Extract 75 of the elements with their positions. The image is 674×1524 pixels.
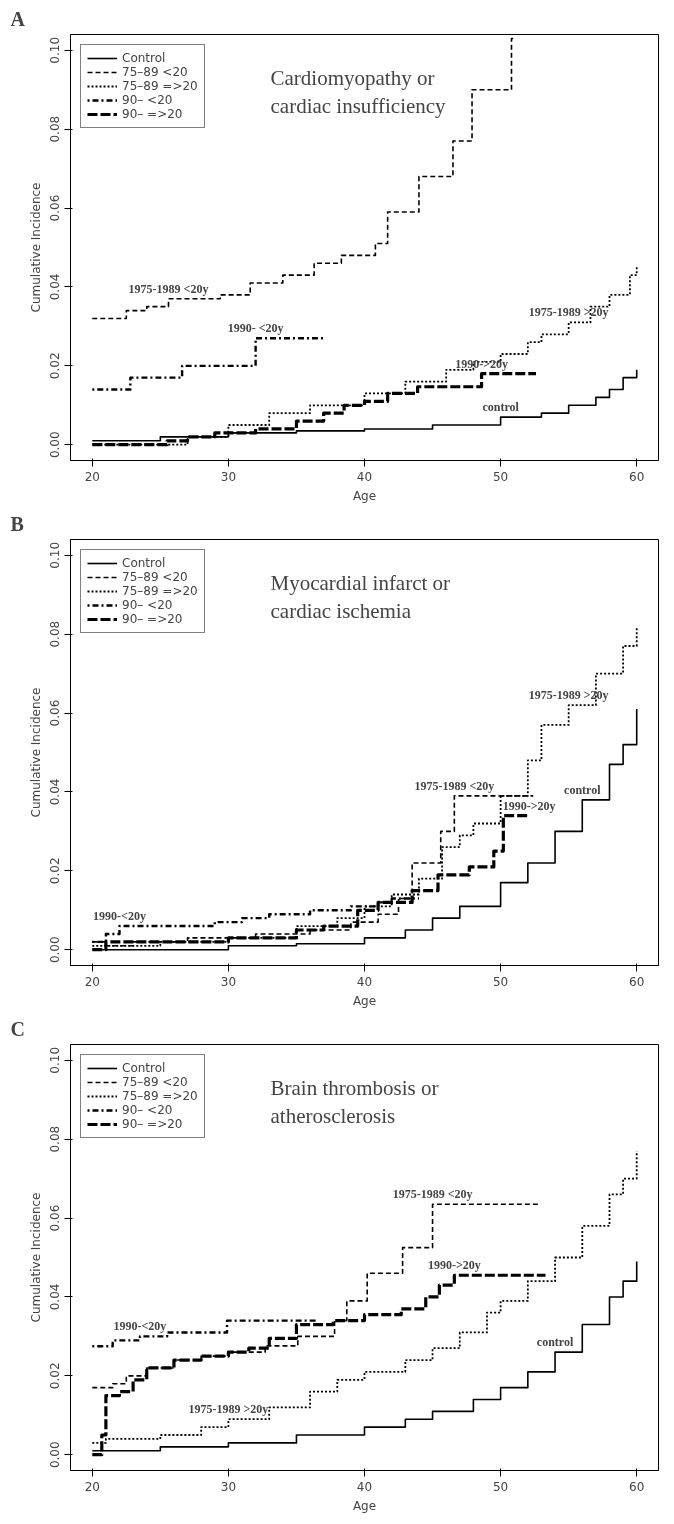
x-axis-title: Age [352, 488, 377, 503]
y-tick-label: 0.02 [48, 857, 63, 885]
annotation: 1990-<20y [113, 1319, 167, 1334]
y-tick-label: 0.06 [48, 699, 63, 727]
legend-label: 90– =>20 [122, 1117, 183, 1131]
legend-label: 90– =>20 [122, 107, 183, 121]
x-tick-label: 20 [84, 974, 100, 989]
legend-label: Control [122, 51, 166, 65]
legend-label: 90– <20 [122, 1103, 173, 1117]
annotation: control [482, 400, 520, 415]
annotation: 1975-1989 <20y [392, 1187, 473, 1202]
x-tick-label: 60 [629, 469, 645, 484]
text: C [10, 1017, 25, 1040]
x-tick-label: 60 [629, 974, 645, 989]
legend-label: 75–89 =>20 [122, 79, 198, 93]
y-tick-label: 0.06 [48, 194, 63, 222]
x-tick-label: 40 [356, 974, 373, 989]
x-tick-label: 40 [356, 469, 373, 484]
y-axis-title: Cumulative Incidence [28, 1192, 43, 1323]
x-axis-title: Age [352, 993, 377, 1008]
annotation: 1975-1989 >20y [188, 1402, 269, 1417]
annotation: 1975-1989 <20y [128, 281, 209, 296]
annotation: 1990- <20y [227, 321, 284, 336]
x-axis-title: Age [352, 1498, 377, 1513]
legend-label: 90– =>20 [122, 612, 183, 626]
y-tick-label: 0.08 [48, 1125, 63, 1153]
text: Cardiomyopathy or cardiac insufficiency [270, 65, 447, 119]
y-axis-title: Cumulative Incidence [28, 182, 43, 313]
annotation: 1975-1989 <20y [414, 778, 495, 793]
legend-label: 75–89 <20 [122, 1075, 188, 1089]
legend-label: 90– <20 [122, 598, 173, 612]
y-tick-label: 0.08 [48, 620, 63, 648]
annotation: 1975-1989 >20y [528, 688, 609, 703]
legend-label: 75–89 <20 [122, 65, 188, 79]
legend-label: 90– <20 [122, 93, 173, 107]
y-tick-label: 0.10 [48, 541, 63, 569]
y-tick-label: 0.04 [48, 273, 63, 301]
x-tick-label: 20 [84, 469, 100, 484]
text: Brain thrombosis or atherosclerosis [270, 1075, 439, 1129]
x-tick-label: 30 [220, 974, 237, 989]
text: B [10, 512, 24, 535]
annotation: control [564, 782, 602, 797]
annotation: 1990->20y [455, 356, 508, 371]
annotation: control [536, 1335, 574, 1350]
y-tick-label: 0.10 [48, 36, 63, 64]
x-tick-label: 30 [220, 469, 237, 484]
y-tick-label: 0.00 [48, 1441, 63, 1469]
y-tick-label: 0.02 [48, 1362, 63, 1390]
legend-label: Control [122, 1061, 166, 1075]
y-tick-label: 0.00 [48, 936, 63, 964]
annotation: 1990->20y [502, 798, 556, 813]
y-tick-label: 0.10 [48, 1046, 63, 1074]
y-axis-title: Cumulative Incidence [28, 687, 43, 818]
legend-label: 75–89 <20 [122, 570, 188, 584]
y-tick-label: 0.02 [48, 352, 63, 380]
x-tick-label: 50 [492, 974, 509, 989]
text: A [10, 7, 26, 30]
legend-label: 75–89 =>20 [122, 584, 198, 598]
legend-label: 75–89 =>20 [122, 1089, 198, 1103]
y-tick-label: 0.08 [48, 115, 63, 143]
x-tick-label: 60 [629, 1479, 645, 1494]
legend-label: Control [122, 556, 166, 570]
annotation: 1990-<20y [93, 909, 146, 924]
x-tick-label: 50 [492, 1479, 509, 1494]
annotation: 1990->20y [427, 1258, 481, 1273]
y-tick-label: 0.06 [48, 1204, 63, 1232]
x-tick-label: 30 [220, 1479, 237, 1494]
x-tick-label: 50 [492, 469, 509, 484]
annotation: 1975-1989 >20y [528, 305, 609, 320]
text: Myocardial infarct or cardiac ischemia [270, 570, 451, 624]
x-tick-label: 20 [84, 1479, 100, 1494]
y-tick-label: 0.04 [48, 778, 63, 806]
y-tick-label: 0.00 [48, 431, 63, 459]
x-tick-label: 40 [356, 1479, 373, 1494]
y-tick-label: 0.04 [48, 1283, 63, 1311]
